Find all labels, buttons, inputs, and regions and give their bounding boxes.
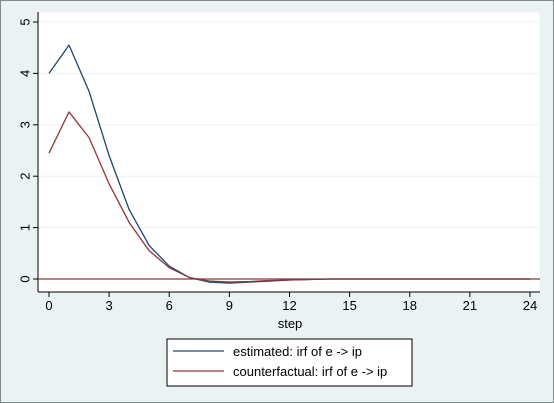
y-tick-label-4: 4 <box>18 70 33 77</box>
x-axis-title: step <box>278 316 303 331</box>
y-tick-label-0: 0 <box>18 275 33 282</box>
y-tick-label-1: 1 <box>18 224 33 231</box>
x-axis: 0 3 6 9 12 15 18 21 24 <box>38 292 540 313</box>
y-axis: 0 1 2 3 4 5 <box>18 12 39 292</box>
x-tick-label-24: 24 <box>523 298 537 313</box>
x-tick-label-15: 15 <box>342 298 356 313</box>
x-tick-label-12: 12 <box>282 298 296 313</box>
x-tick-label-3: 3 <box>106 298 113 313</box>
x-tick-label-0: 0 <box>45 298 52 313</box>
x-tick-label-18: 18 <box>403 298 417 313</box>
x-tick-label-6: 6 <box>166 298 173 313</box>
x-tick-label-21: 21 <box>463 298 477 313</box>
y-tick-label-2: 2 <box>18 173 33 180</box>
x-tick-label-9: 9 <box>226 298 233 313</box>
y-tick-label-5: 5 <box>18 18 33 25</box>
legend-label-counterfactual: counterfactual: irf of e -> ip <box>233 364 387 379</box>
legend: estimated: irf of e -> ip counterfactual… <box>167 339 412 386</box>
plot-area <box>38 12 540 292</box>
y-tick-label-3: 3 <box>18 121 33 128</box>
legend-label-estimated: estimated: irf of e -> ip <box>233 344 362 359</box>
